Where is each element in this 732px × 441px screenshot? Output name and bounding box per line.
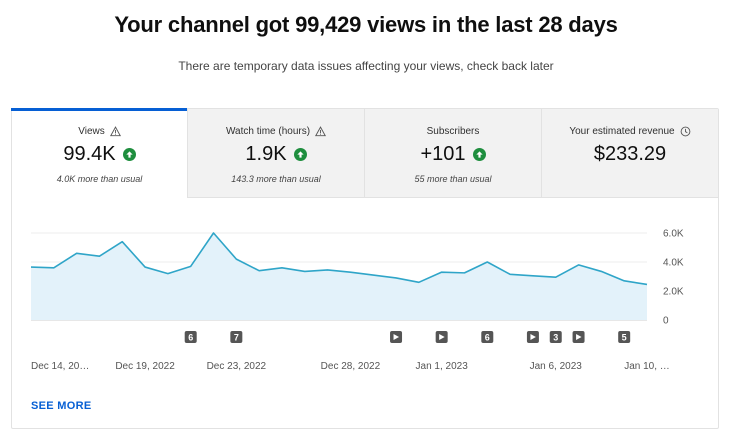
tab-subscribers-label: Subscribers: [426, 126, 480, 137]
arrow-up-icon: [472, 148, 486, 161]
arrow-up-icon: [122, 148, 136, 161]
x-tick-label: Dec 28, 2022: [321, 361, 381, 372]
event-marker-label: 7: [234, 333, 239, 343]
views-area: [31, 233, 647, 320]
page-headline: Your channel got 99,429 views in the las…: [114, 12, 618, 37]
tab-revenue[interactable]: Your estimated revenue $233.29: [542, 109, 718, 198]
y-tick-label: 2.0K: [663, 287, 684, 298]
tab-watch-time[interactable]: Watch time (hours) 1.9K 143.3 more than …: [188, 109, 365, 198]
event-marker: [230, 331, 243, 343]
tab-revenue-value: $233.29: [593, 143, 667, 165]
tab-watch-time-value: 1.9K: [245, 143, 287, 165]
tab-views-label: Views: [78, 126, 105, 137]
event-marker: [184, 331, 197, 343]
play-icon: [393, 334, 400, 340]
event-marker: [549, 331, 562, 343]
x-tick-label: Dec 19, 2022: [115, 361, 175, 372]
x-tick-label: Dec 23, 2022: [207, 361, 267, 372]
play-icon: [576, 334, 582, 340]
tab-views-note: 4.0K more than usual: [56, 174, 143, 184]
event-marker-label: 6: [188, 333, 193, 343]
warning-icon[interactable]: [109, 126, 121, 137]
see-more-link[interactable]: SEE MORE: [31, 400, 92, 412]
x-tick-label: Jan 6, 2023: [530, 361, 583, 372]
data-issue-notice: There are temporary data issues affectin…: [178, 59, 554, 73]
y-tick-label: 4.0K: [663, 258, 684, 269]
event-marker: [618, 331, 631, 343]
metric-tabs: Views 99.4K 4.0K more than usual Watch t…: [11, 108, 718, 198]
tab-watch-time-note: 143.3 more than usual: [231, 174, 321, 184]
warning-icon[interactable]: [315, 126, 327, 137]
x-tick-label: Jan 1, 2023: [416, 361, 469, 372]
tab-views[interactable]: Views 99.4K 4.0K more than usual: [11, 108, 188, 198]
y-tick-label: 6.0K: [663, 229, 684, 240]
arrow-up-icon: [293, 148, 307, 161]
event-marker: [481, 331, 494, 343]
tab-watch-time-label: Watch time (hours): [225, 126, 311, 137]
clock-icon[interactable]: [680, 126, 691, 137]
event-marker-label: 3: [553, 333, 558, 343]
tab-subscribers[interactable]: Subscribers +101 55 more than usual: [365, 109, 542, 198]
event-marker-label: 6: [485, 333, 490, 343]
y-tick-label: 0: [663, 316, 669, 327]
tab-subscribers-value: +101: [420, 143, 466, 165]
tab-revenue-label: Your estimated revenue: [569, 126, 675, 137]
play-icon: [439, 334, 445, 340]
tab-views-value: 99.4K: [63, 143, 116, 165]
analytics-card: Views 99.4K 4.0K more than usual Watch t…: [11, 108, 719, 429]
tab-subscribers-note: 55 more than usual: [414, 174, 492, 184]
event-marker-label: 5: [622, 333, 627, 343]
x-tick-label: Dec 14, 20…: [31, 361, 89, 372]
views-chart: 6.0K 4.0K 2.0K 0 6 7 6 3 5 Dec 14, 20… Dec 19, 202…: [30, 229, 684, 372]
play-icon: [530, 334, 536, 340]
views-line: [30, 232, 648, 286]
x-tick-label: Jan 10, …: [624, 361, 670, 372]
